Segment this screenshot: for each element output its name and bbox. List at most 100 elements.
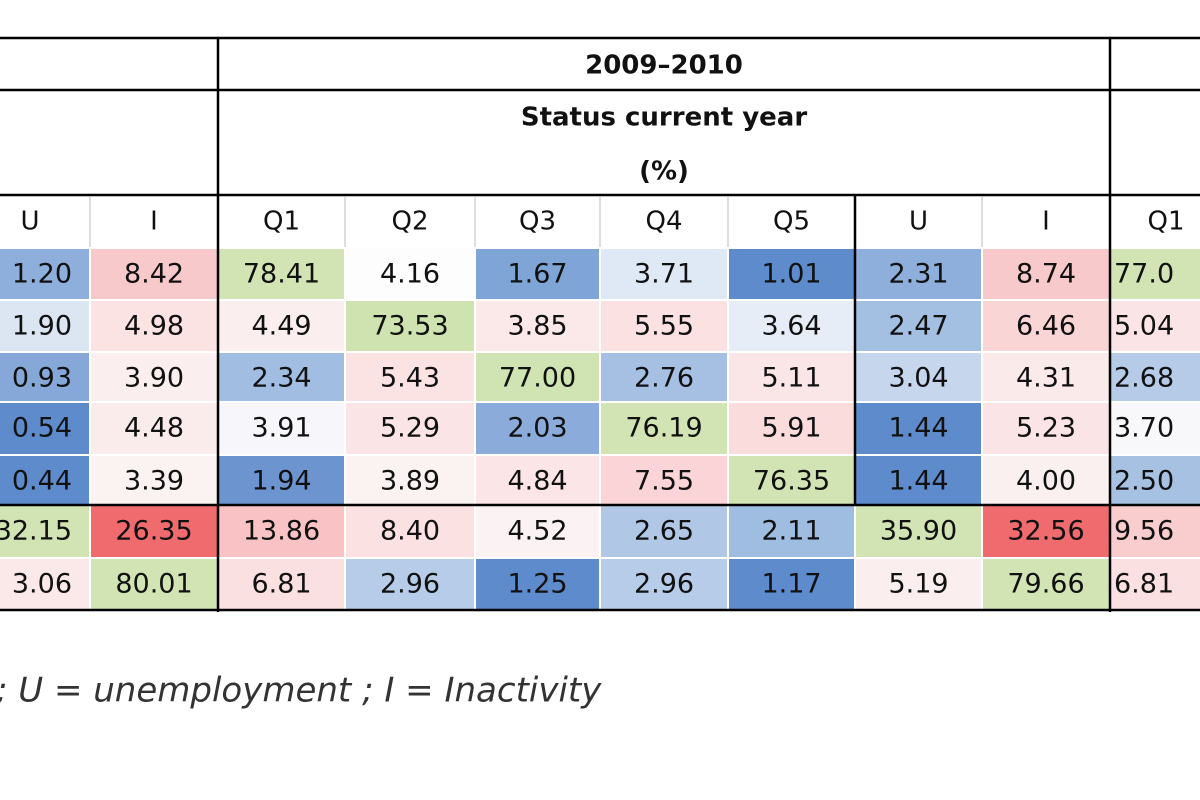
borders bbox=[0, 36, 1200, 612]
cell-value: 3.04 bbox=[888, 363, 948, 394]
cell-value: 3.89 bbox=[380, 466, 440, 497]
cell-value: 2.96 bbox=[380, 569, 440, 600]
cell-value: 2.34 bbox=[251, 363, 311, 394]
cell-value: 1.90 bbox=[12, 311, 72, 342]
cell bbox=[983, 249, 1109, 299]
cell-value: 77.0 bbox=[1114, 259, 1174, 290]
cell-value: 3.39 bbox=[124, 466, 184, 497]
unit-header: (%) bbox=[639, 157, 689, 187]
cell bbox=[601, 353, 727, 401]
cell bbox=[856, 353, 981, 401]
cell bbox=[91, 353, 217, 401]
cell bbox=[601, 506, 727, 557]
cell-value: 13.86 bbox=[243, 516, 320, 547]
column-header: Q4 bbox=[645, 207, 682, 237]
cell bbox=[346, 403, 474, 454]
cell-value: 1.67 bbox=[507, 259, 567, 290]
cell-value: 5.43 bbox=[380, 363, 440, 394]
cell bbox=[601, 249, 727, 299]
period-header: 2009–2010 bbox=[585, 51, 743, 81]
column-header: Q3 bbox=[519, 207, 556, 237]
cell-value: 4.48 bbox=[124, 413, 184, 444]
cell-value: 0.44 bbox=[12, 466, 72, 497]
cell bbox=[601, 403, 727, 454]
cell-value: 1.94 bbox=[251, 466, 311, 497]
cell bbox=[0, 559, 89, 609]
cell-value: 4.00 bbox=[1016, 466, 1076, 497]
cell-value: 4.84 bbox=[507, 466, 567, 497]
cell-value: 1.17 bbox=[761, 569, 821, 600]
cell-value: 32.56 bbox=[1007, 516, 1084, 547]
cell bbox=[729, 506, 854, 557]
cell-value: 9.56 bbox=[1114, 516, 1174, 547]
cell bbox=[729, 559, 854, 609]
cell bbox=[983, 403, 1109, 454]
cell bbox=[729, 403, 854, 454]
cell-value: 4.49 bbox=[251, 311, 311, 342]
cell-value: 2.65 bbox=[634, 516, 694, 547]
cell bbox=[0, 403, 89, 454]
cell bbox=[346, 301, 474, 351]
cell-value: 3.91 bbox=[251, 413, 311, 444]
cell bbox=[346, 249, 474, 299]
cell bbox=[91, 456, 217, 504]
cells: U I Q1 Q2 Q3 Q4 Q5 U I Q1 1.20 8.42 78.41 4.16 1.67 3.7… bbox=[0, 197, 1200, 609]
cell bbox=[476, 249, 599, 299]
cell-value: 26.35 bbox=[115, 516, 192, 547]
cell-value: 5.91 bbox=[761, 413, 821, 444]
cell bbox=[983, 456, 1109, 504]
column-header: U bbox=[909, 207, 928, 237]
column-header: Q1 bbox=[1147, 207, 1184, 237]
cell-value: 2.76 bbox=[634, 363, 694, 394]
cell-value: 2.47 bbox=[888, 311, 948, 342]
cell-value: 73.53 bbox=[371, 311, 448, 342]
cell bbox=[1111, 456, 1200, 504]
cell bbox=[91, 403, 217, 454]
cell bbox=[219, 301, 344, 351]
cell bbox=[729, 301, 854, 351]
cell bbox=[219, 353, 344, 401]
cell-value: 3.70 bbox=[1114, 413, 1174, 444]
cell bbox=[91, 249, 217, 299]
cell bbox=[856, 506, 981, 557]
column-header: I bbox=[1042, 207, 1050, 237]
cell-value: 1.20 bbox=[12, 259, 72, 290]
cell bbox=[729, 249, 854, 299]
cell-value: 3.06 bbox=[12, 569, 72, 600]
cell bbox=[601, 301, 727, 351]
cell-value: 3.64 bbox=[761, 311, 821, 342]
cell bbox=[729, 456, 854, 504]
cell bbox=[1111, 249, 1200, 299]
column-header: Q5 bbox=[773, 207, 810, 237]
cell-value: 0.93 bbox=[12, 363, 72, 394]
cell bbox=[219, 506, 344, 557]
cell bbox=[476, 301, 599, 351]
cell-value: 3.71 bbox=[634, 259, 694, 290]
cell-value: 4.98 bbox=[124, 311, 184, 342]
cell bbox=[219, 249, 344, 299]
cell-value: 0.54 bbox=[12, 413, 72, 444]
cell bbox=[856, 301, 981, 351]
cell bbox=[476, 506, 599, 557]
cell-value: 5.55 bbox=[634, 311, 694, 342]
cell bbox=[1111, 403, 1200, 454]
cell-value: 80.01 bbox=[115, 569, 192, 600]
column-header: Q2 bbox=[391, 207, 428, 237]
cell-value: 79.66 bbox=[1007, 569, 1084, 600]
cell-value: 32.15 bbox=[0, 516, 72, 547]
cell-value: 8.74 bbox=[1016, 259, 1076, 290]
cell-value: 2.96 bbox=[634, 569, 694, 600]
cell bbox=[0, 301, 89, 351]
cell-value: 77.00 bbox=[499, 363, 576, 394]
cell bbox=[219, 559, 344, 609]
cell-value: 1.01 bbox=[761, 259, 821, 290]
cell-value: 78.41 bbox=[243, 259, 320, 290]
cell-value: 3.85 bbox=[507, 311, 567, 342]
cell-value: 4.31 bbox=[1016, 363, 1076, 394]
cell-value: 5.04 bbox=[1114, 311, 1174, 342]
cell bbox=[856, 559, 981, 609]
status-header: Status current year bbox=[521, 103, 807, 133]
cell bbox=[219, 456, 344, 504]
